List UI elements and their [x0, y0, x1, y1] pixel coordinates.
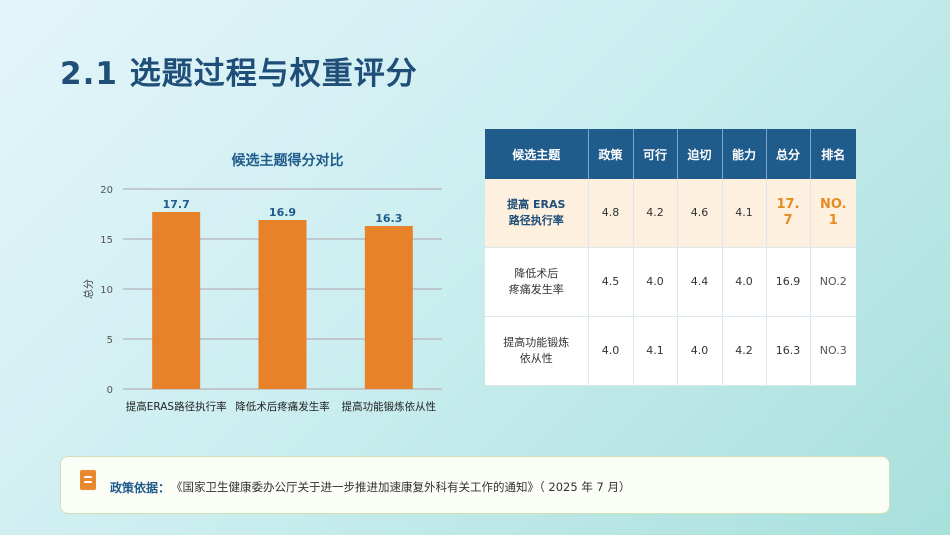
data-label: 17.7: [163, 198, 190, 211]
header-candidate: 候选主题: [485, 129, 589, 179]
cell-rank: NO.2: [810, 247, 856, 317]
y-tick-label: 10: [100, 285, 113, 296]
cell-urgent: 4.4: [677, 247, 723, 317]
header-feasible: 可行: [633, 129, 678, 179]
score-table: 候选主题 政策 可行 迫切 能力 总分 排名 提高 ERAS 路径执行率 4.8…: [485, 129, 856, 386]
bar: [152, 212, 201, 389]
data-label: 16.9: [269, 206, 296, 219]
cell-policy: 4.5: [588, 247, 634, 317]
policy-note-text: 《国家卫生健康委办公厅关于进一步推进加速康复外科有关工作的通知》（ 2025 年…: [171, 480, 631, 494]
bar: [258, 220, 307, 389]
cell-candidate-line: 降低术后: [514, 267, 559, 280]
header-rank: 排名: [810, 129, 856, 179]
x-tick-label: 降低术后疼痛发生率: [235, 400, 330, 413]
cell-ability: 4.1: [722, 179, 767, 248]
cell-total: 17. 7: [766, 179, 811, 248]
header-policy: 政策: [588, 129, 634, 179]
y-axis-label: 总分: [82, 279, 95, 299]
cell-total-line: 17.: [776, 197, 800, 212]
cell-feasible: 4.1: [633, 316, 678, 386]
y-tick-label: 0: [107, 385, 113, 396]
cell-rank-line: NO.: [819, 197, 847, 212]
table-row: 提高功能锻炼 依从性 4.0 4.1 4.0 4.2 16.3 NO.3: [485, 316, 856, 386]
cell-ability: 4.0: [722, 247, 767, 317]
cell-candidate: 提高功能锻炼 依从性: [485, 316, 589, 386]
table-header-row: 候选主题 政策 可行 迫切 能力 总分 排名: [485, 129, 856, 179]
cell-candidate: 降低术后 疼痛发生率: [485, 247, 589, 317]
table-row: 降低术后 疼痛发生率 4.5 4.0 4.4 4.0 16.9 NO.2: [485, 247, 856, 317]
cell-ability: 4.2: [722, 316, 767, 386]
x-tick-label: 提高功能锻炼依从性: [342, 400, 437, 413]
y-tick-label: 15: [100, 235, 113, 246]
cell-rank-line: 1: [828, 213, 838, 228]
cell-candidate-line: 疼痛发生率: [508, 283, 564, 296]
cell-total-line: 7: [783, 213, 793, 228]
cell-rank: NO. 1: [810, 179, 856, 248]
x-tick-label: 提高ERAS路径执行率: [126, 400, 227, 413]
chart-title: 候选主题得分对比: [232, 152, 344, 169]
cell-feasible: 4.0: [633, 247, 678, 317]
y-tick-label: 20: [100, 185, 113, 196]
table-row: 提高 ERAS 路径执行率 4.8 4.2 4.6 4.1 17. 7 NO. …: [485, 179, 856, 248]
slide-title: 2.1 选题过程与权重评分: [60, 56, 418, 92]
header-ability: 能力: [722, 129, 767, 179]
policy-note-label: 政策依据：: [110, 481, 171, 495]
bar: [364, 226, 413, 389]
cell-total: 16.3: [766, 316, 811, 386]
cell-urgent: 4.0: [677, 316, 723, 386]
header-urgent: 迫切: [677, 129, 723, 179]
header-total: 总分: [766, 129, 811, 179]
data-label: 16.3: [375, 212, 402, 225]
cell-policy: 4.0: [588, 316, 634, 386]
cell-rank: NO.3: [810, 316, 856, 386]
cell-feasible: 4.2: [633, 179, 678, 248]
cell-total: 16.9: [766, 247, 811, 317]
bar-chart-svg: 候选主题得分对比 0 5 10 15 20 总分 17.7 提高ERAS路径执行率 16.9 降低术…: [82, 152, 442, 413]
cell-candidate-line: 路径执行率: [508, 214, 564, 227]
cell-candidate: 提高 ERAS 路径执行率: [485, 179, 589, 248]
cell-candidate-line: 依从性: [519, 352, 553, 365]
cell-policy: 4.8: [588, 179, 634, 248]
y-tick-label: 5: [107, 335, 113, 346]
policy-note: 政策依据： 《国家卫生健康委办公厅关于进一步推进加速康复外科有关工作的通知》（ …: [60, 456, 890, 514]
cell-candidate-line: 提高功能锻炼: [503, 336, 570, 349]
cell-urgent: 4.6: [677, 179, 723, 248]
score-bar-chart: 候选主题得分对比 0 5 10 15 20 总分 17.7 提高ERAS路径执行率 16.9 降低术…: [70, 145, 450, 425]
document-icon: [80, 470, 96, 490]
cell-candidate-line: 提高 ERAS: [507, 198, 566, 211]
